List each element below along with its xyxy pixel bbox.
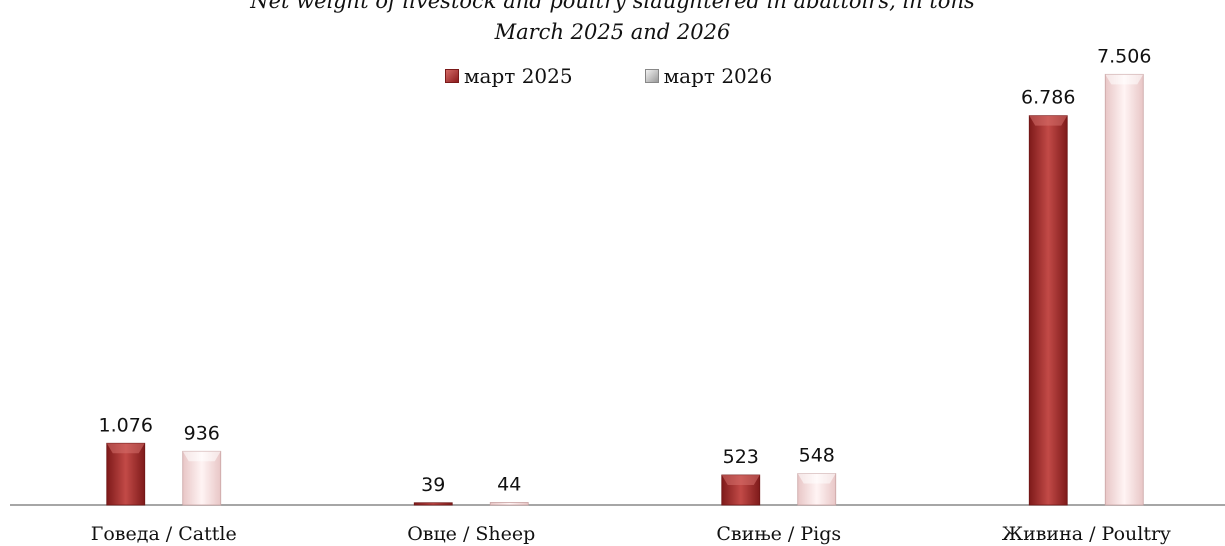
x-tick-label-1: Овце / Sheep <box>407 523 535 545</box>
legend-label-2026: март 2026 <box>663 64 773 88</box>
bar-2026-3 <box>1104 73 1144 506</box>
bar-bevel-2025-2 <box>721 474 760 485</box>
bar-bevel-2026-0 <box>182 451 221 462</box>
x-tick-label-3: Живина / Poultry <box>1002 523 1171 545</box>
chart-subtitle: March 2025 and 2026 <box>494 20 731 44</box>
legend-item-2026: март 2026 <box>644 64 773 88</box>
bars-group <box>106 73 1144 506</box>
bar-2026-1 <box>489 502 529 506</box>
data-label-2026-3: 7.506 <box>1097 45 1151 67</box>
legend-label-2025: март 2025 <box>464 64 573 88</box>
bar-bevel-2026-3 <box>1105 74 1144 85</box>
labels-group: 1.076 936 Говеда / Cattle 39 44 Овце / Sheep 5… <box>91 45 1171 545</box>
bar-2025-1 <box>413 502 453 506</box>
data-label-2026-1: 44 <box>497 473 521 495</box>
data-label-2026-0: 936 <box>184 422 220 444</box>
bar-bevel-2026-2 <box>797 473 836 484</box>
legend-item-2025: март 2025 <box>445 64 573 88</box>
bar-bevel-2025-3 <box>1029 115 1068 126</box>
bar-2025-3 <box>1028 115 1068 506</box>
x-tick-label-2: Свиње / Pigs <box>716 523 841 545</box>
chart-title: Net weight of livestock and poultry slau… <box>250 0 975 13</box>
legend-swatch-2026 <box>644 69 659 83</box>
x-tick-label-0: Говеда / Cattle <box>91 523 237 545</box>
data-label-2025-2: 523 <box>723 446 759 468</box>
data-label-2025-0: 1.076 <box>99 414 153 436</box>
legend-swatch-2025 <box>445 69 459 83</box>
chart-legend: март 2025 март 2026 <box>445 64 772 88</box>
data-label-2025-1: 39 <box>421 474 445 496</box>
bar-bevel-2025-0 <box>106 443 145 454</box>
data-label-2026-2: 548 <box>799 445 835 467</box>
data-label-2025-3: 6.786 <box>1021 87 1075 109</box>
